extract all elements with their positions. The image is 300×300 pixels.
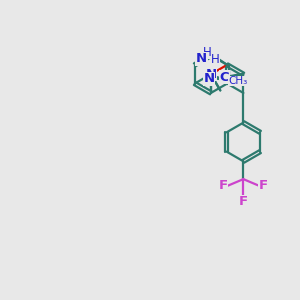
- Text: F: F: [239, 195, 248, 208]
- Text: CH₃: CH₃: [228, 76, 248, 86]
- Text: C: C: [220, 71, 230, 84]
- Text: N: N: [196, 52, 207, 65]
- Text: F: F: [219, 179, 228, 192]
- Text: O: O: [205, 68, 217, 81]
- Text: H: H: [203, 46, 212, 59]
- Text: N: N: [204, 72, 215, 85]
- Text: H: H: [211, 53, 220, 66]
- Text: N: N: [206, 68, 217, 81]
- Text: F: F: [259, 179, 268, 192]
